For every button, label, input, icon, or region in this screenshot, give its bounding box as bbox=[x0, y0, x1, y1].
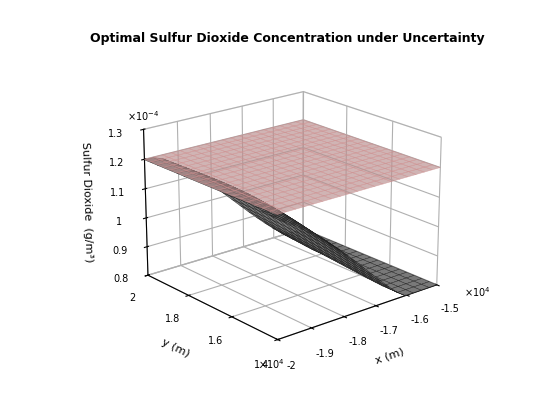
X-axis label: x (m): x (m) bbox=[374, 346, 405, 365]
Y-axis label: y (m): y (m) bbox=[160, 336, 191, 359]
Title: Optimal Sulfur Dioxide Concentration under Uncertainty: Optimal Sulfur Dioxide Concentration und… bbox=[90, 32, 484, 45]
